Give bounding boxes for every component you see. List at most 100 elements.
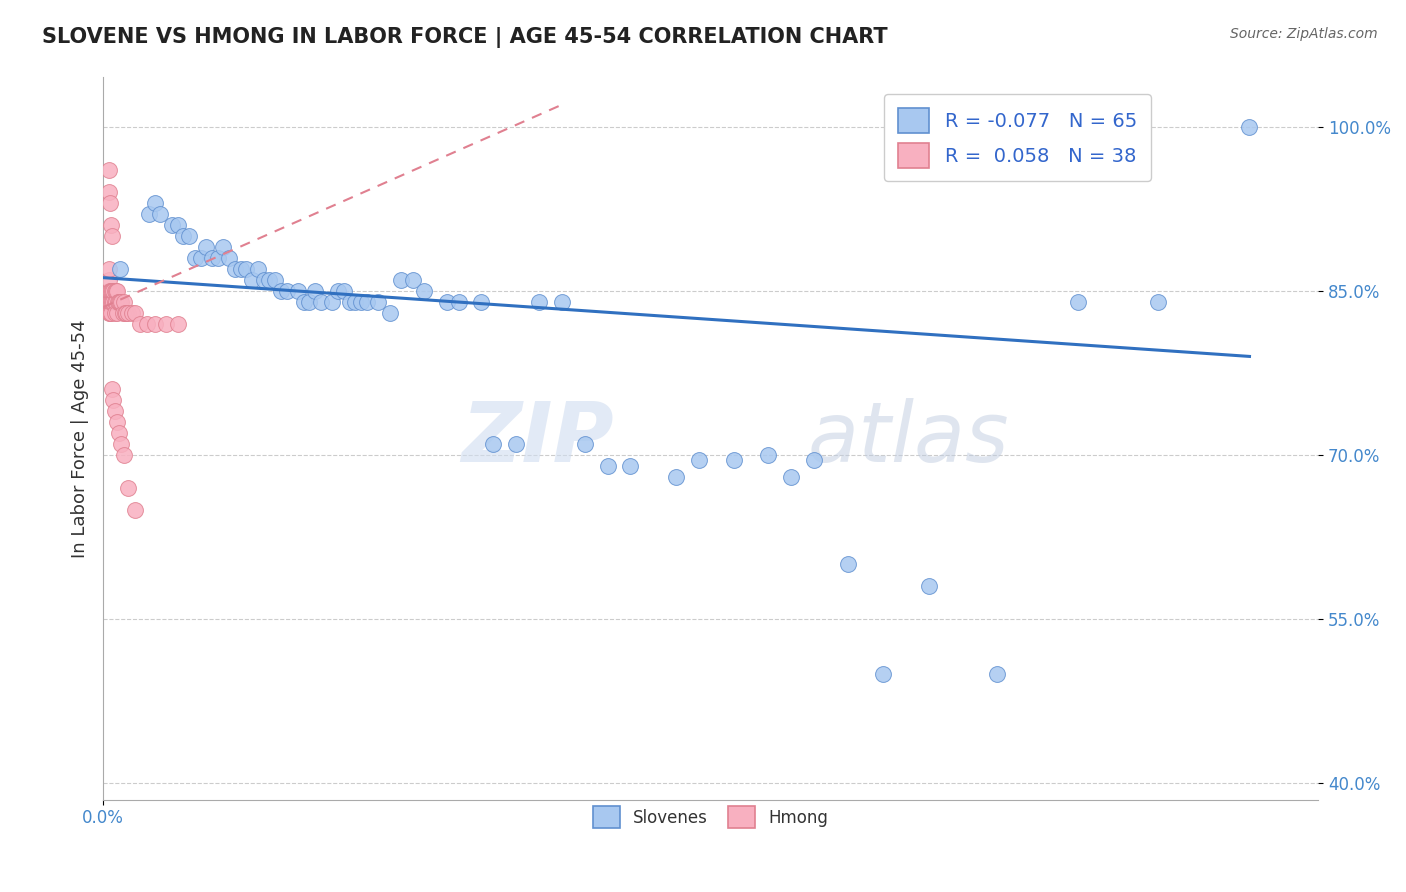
Point [97, 284, 120, 298]
Point [177, 229, 200, 244]
Point [212, 240, 235, 254]
Point [104, 294, 127, 309]
Point [270, 284, 292, 298]
Point [1066, 294, 1088, 309]
Point [121, 306, 143, 320]
Point [665, 469, 688, 483]
Point [259, 273, 281, 287]
Point [190, 251, 212, 265]
Point [917, 579, 939, 593]
Point [1146, 294, 1168, 309]
Point [97, 163, 120, 178]
Point [344, 294, 367, 309]
Point [98, 196, 121, 211]
Point [574, 437, 596, 451]
Point [229, 261, 252, 276]
Point [104, 404, 127, 418]
Y-axis label: In Labor Force | Age 45-54: In Labor Force | Age 45-54 [72, 319, 89, 558]
Point [143, 196, 166, 211]
Point [110, 261, 132, 276]
Point [207, 251, 229, 265]
Point [321, 294, 343, 309]
Point [246, 261, 269, 276]
Point [304, 284, 326, 298]
Point [401, 273, 423, 287]
Point [128, 317, 150, 331]
Point [264, 273, 287, 287]
Point [101, 284, 124, 298]
Point [97, 273, 120, 287]
Point [309, 294, 332, 309]
Point [97, 306, 120, 320]
Point [97, 186, 120, 200]
Point [378, 306, 401, 320]
Point [117, 481, 139, 495]
Point [195, 240, 218, 254]
Point [114, 306, 136, 320]
Point [333, 284, 356, 298]
Point [107, 294, 129, 309]
Point [100, 306, 122, 320]
Point [482, 437, 505, 451]
Point [596, 458, 619, 473]
Point [108, 294, 131, 309]
Point [1239, 120, 1261, 134]
Point [287, 284, 309, 298]
Text: ZIP: ZIP [461, 398, 613, 479]
Point [550, 294, 572, 309]
Point [100, 284, 122, 298]
Point [276, 284, 298, 298]
Point [298, 294, 321, 309]
Point [104, 306, 127, 320]
Point [112, 294, 135, 309]
Point [101, 294, 124, 309]
Point [103, 284, 125, 298]
Text: atlas: atlas [808, 398, 1010, 479]
Point [155, 317, 177, 331]
Point [688, 453, 710, 467]
Point [160, 218, 183, 232]
Point [240, 273, 263, 287]
Point [986, 666, 1008, 681]
Point [339, 294, 361, 309]
Point [108, 425, 131, 440]
Point [252, 273, 274, 287]
Point [780, 469, 803, 483]
Point [619, 458, 641, 473]
Point [447, 294, 470, 309]
Point [97, 261, 120, 276]
Point [101, 382, 124, 396]
Point [105, 415, 128, 429]
Point [104, 284, 127, 298]
Point [111, 306, 134, 320]
Point [218, 251, 240, 265]
Text: SLOVENE VS HMONG IN LABOR FORCE | AGE 45-54 CORRELATION CHART: SLOVENE VS HMONG IN LABOR FORCE | AGE 45… [42, 27, 887, 48]
Point [100, 218, 122, 232]
Point [97, 294, 120, 309]
Point [201, 251, 224, 265]
Point [105, 284, 128, 298]
Point [110, 437, 132, 451]
Point [172, 229, 194, 244]
Point [292, 294, 315, 309]
Point [470, 294, 492, 309]
Point [389, 273, 412, 287]
Point [723, 453, 745, 467]
Point [117, 306, 139, 320]
Point [124, 502, 146, 516]
Point [101, 229, 124, 244]
Point [110, 294, 132, 309]
Point [837, 558, 859, 572]
Point [166, 317, 188, 331]
Point [166, 218, 188, 232]
Point [138, 207, 160, 221]
Point [98, 306, 121, 320]
Point [105, 306, 128, 320]
Point [356, 294, 378, 309]
Point [527, 294, 550, 309]
Point [100, 294, 122, 309]
Point [110, 294, 132, 309]
Text: Source: ZipAtlas.com: Source: ZipAtlas.com [1230, 27, 1378, 41]
Point [98, 284, 121, 298]
Point [235, 261, 257, 276]
